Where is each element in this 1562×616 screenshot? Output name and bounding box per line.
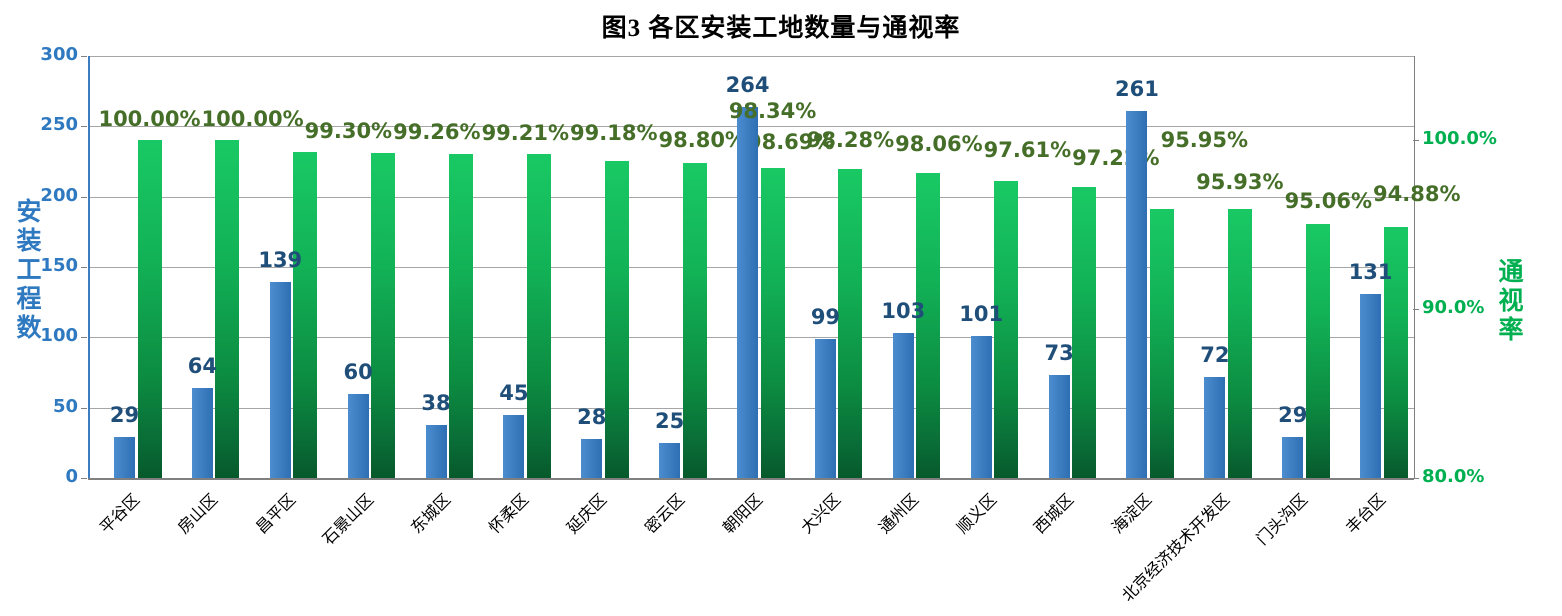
installation-count-bar — [581, 438, 603, 478]
visibility-rate-label: 100.00% — [201, 107, 304, 132]
visibility-rate-bar — [604, 160, 629, 478]
right-axis-title: 通视率 — [1495, 258, 1522, 345]
left-axis-tick-label: 300 — [40, 44, 78, 65]
visibility-rate-label: 95.93% — [1196, 170, 1284, 195]
installation-count-bar — [347, 393, 369, 478]
left-axis-title: 安装工程数 — [13, 198, 40, 343]
visibility-rate-bar — [916, 173, 941, 478]
visibility-rate-label: 100.00% — [98, 107, 201, 132]
left-axis-tick-mark — [81, 196, 87, 198]
installation-count-label: 29 — [109, 403, 140, 428]
installation-count-label: 72 — [1200, 342, 1230, 367]
x-axis-line — [88, 478, 1414, 480]
visibility-rate-bar — [137, 140, 162, 478]
installation-count-label: 29 — [1278, 403, 1308, 428]
installation-count-label: 99 — [810, 304, 841, 329]
left-axis-tick-mark — [81, 126, 87, 128]
installation-count-bar — [970, 335, 992, 478]
visibility-rate-label: 98.28% — [806, 128, 895, 153]
visibility-rate-label: 94.88% — [1373, 181, 1461, 206]
installation-count-bar — [114, 437, 135, 478]
plot-area: 29 100.00% 64 100.00% 139 99.30% 60 99.26% 38 99.… — [88, 56, 1461, 480]
installation-count-label: 139 — [258, 248, 303, 273]
installation-count-label: 64 — [187, 353, 217, 378]
visibility-rate-bar — [449, 153, 474, 478]
chart-title: 图3 各区安装工地数量与通视率 — [601, 15, 961, 42]
left-axis-tick-label: 250 — [40, 114, 78, 136]
visibility-rate-bar — [293, 152, 318, 478]
visibility-rate-bar — [994, 180, 1019, 478]
visibility-rate-label: 99.30% — [304, 119, 393, 144]
right-axis-tick-mark — [1413, 478, 1419, 479]
gridline — [90, 56, 1414, 57]
right-axis-tick-mark — [1413, 309, 1419, 311]
installation-count-label: 28 — [577, 404, 607, 429]
left-axis-tick-mark — [81, 478, 87, 479]
left-axis-tick-label: 150 — [40, 255, 78, 276]
visibility-rate-label: 95.95% — [1160, 127, 1249, 152]
left-axis-tick-label: 100 — [40, 325, 78, 347]
installation-count-label: 101 — [959, 301, 1004, 326]
visibility-rate-label: 99.26% — [393, 119, 481, 144]
installation-count-bar — [269, 282, 291, 478]
visibility-rate-label: 99.18% — [570, 121, 658, 146]
installation-count-bar — [892, 333, 914, 478]
visibility-rate-bar — [1149, 208, 1174, 478]
visibility-rate-bar — [371, 152, 396, 478]
installation-count-label: 131 — [1348, 259, 1393, 284]
right-axis-tick-label: 80.0% — [1422, 466, 1485, 487]
visibility-rate-bar — [215, 140, 240, 478]
installation-count-bar — [1048, 375, 1070, 478]
visibility-rate-label: 99.21% — [481, 120, 570, 145]
visibility-rate-label: 95.06% — [1284, 188, 1373, 213]
visibility-rate-bar — [1305, 223, 1330, 478]
installation-count-bar — [659, 442, 681, 478]
installation-count-bar — [425, 424, 447, 478]
visibility-rate-bar — [1383, 226, 1408, 478]
right-axis-tick-mark — [1413, 140, 1419, 142]
visibility-rate-bar — [682, 162, 707, 478]
installation-count-label: 264 — [725, 72, 770, 97]
installation-count-bar — [191, 387, 213, 478]
installation-count-bar — [1282, 437, 1304, 478]
visibility-rate-bar — [1072, 187, 1097, 478]
left-axis-tick-mark — [81, 56, 87, 57]
left-axis-tick-label: 200 — [40, 184, 78, 206]
installation-count-bar — [737, 106, 759, 478]
installation-count-label: 60 — [343, 359, 373, 384]
visibility-rate-bar — [838, 169, 863, 478]
right-axis-tick-label: 90.0% — [1422, 297, 1485, 319]
installation-count-label: 25 — [655, 408, 685, 433]
right-axis-tick-label: 100.0% — [1422, 128, 1497, 150]
installation-count-label: 103 — [881, 299, 926, 324]
installation-count-bar — [1126, 110, 1148, 478]
installation-count-bar — [503, 414, 525, 478]
left-axis-tick-label: 0 — [65, 466, 78, 487]
installation-count-bar — [1204, 376, 1226, 478]
visibility-rate-bar — [1227, 209, 1252, 478]
visibility-rate-bar — [760, 168, 785, 478]
left-axis-tick-mark — [81, 407, 87, 409]
visibility-rate-label: 98.34% — [728, 99, 817, 124]
left-axis-tick-label: 50 — [52, 395, 78, 417]
visibility-rate-bar — [526, 154, 551, 478]
left-axis-tick-mark — [81, 267, 87, 268]
left-axis-tick-mark — [81, 337, 87, 339]
installation-count-label: 261 — [1115, 76, 1159, 101]
visibility-rate-label: 98.06% — [895, 132, 983, 157]
visibility-rate-label: 98.69% — [746, 129, 835, 154]
installation-count-label: 38 — [421, 390, 451, 415]
installation-count-bar — [1360, 293, 1382, 478]
visibility-rate-label: 97.61% — [983, 137, 1072, 162]
installation-count-bar — [814, 338, 836, 478]
visibility-rate-label: 98.80% — [658, 127, 746, 152]
installation-count-label: 73 — [1044, 341, 1074, 366]
installation-count-label: 45 — [499, 380, 529, 405]
